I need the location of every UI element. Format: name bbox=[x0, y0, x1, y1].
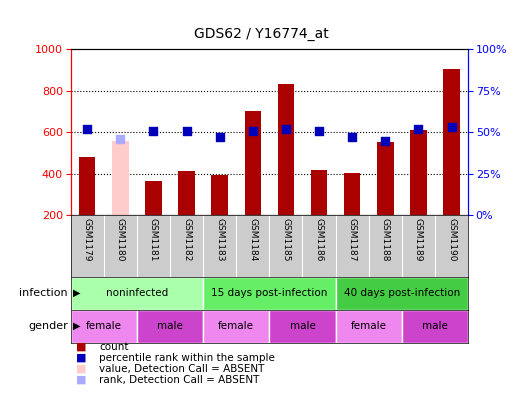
Text: infection: infection bbox=[19, 288, 68, 298]
Text: percentile rank within the sample: percentile rank within the sample bbox=[99, 352, 275, 363]
Point bbox=[83, 126, 92, 132]
Point bbox=[215, 134, 224, 141]
Text: ▶: ▶ bbox=[73, 321, 81, 331]
Text: GSM1183: GSM1183 bbox=[215, 219, 224, 262]
Text: GSM1186: GSM1186 bbox=[314, 219, 324, 262]
Point bbox=[149, 128, 157, 134]
Text: female: female bbox=[218, 321, 254, 331]
Text: ■: ■ bbox=[76, 352, 86, 363]
Point bbox=[414, 126, 423, 132]
Bar bbox=[377, 142, 393, 215]
Bar bbox=[311, 169, 327, 215]
Bar bbox=[112, 141, 129, 215]
Text: GSM1190: GSM1190 bbox=[447, 219, 456, 262]
Point bbox=[282, 126, 290, 132]
Text: ■: ■ bbox=[76, 341, 86, 352]
Point bbox=[447, 124, 456, 130]
Point bbox=[248, 128, 257, 134]
Text: male: male bbox=[157, 321, 183, 331]
Text: female: female bbox=[351, 321, 386, 331]
Bar bbox=[402, 310, 468, 343]
Text: 15 days post-infection: 15 days post-infection bbox=[211, 288, 327, 298]
Bar bbox=[178, 171, 195, 215]
Point bbox=[116, 136, 124, 142]
Text: GSM1189: GSM1189 bbox=[414, 219, 423, 262]
Bar bbox=[203, 277, 336, 310]
Text: GSM1180: GSM1180 bbox=[116, 219, 125, 262]
Text: GSM1182: GSM1182 bbox=[182, 219, 191, 262]
Bar bbox=[336, 277, 468, 310]
Bar bbox=[145, 181, 162, 215]
Text: ■: ■ bbox=[76, 364, 86, 374]
Point bbox=[381, 137, 390, 144]
Point bbox=[183, 128, 191, 134]
Text: 40 days post-infection: 40 days post-infection bbox=[344, 288, 460, 298]
Text: GSM1185: GSM1185 bbox=[281, 219, 290, 262]
Bar bbox=[344, 173, 360, 215]
Text: ▶: ▶ bbox=[73, 288, 81, 298]
Point bbox=[348, 134, 356, 141]
Bar bbox=[269, 310, 336, 343]
Bar bbox=[444, 69, 460, 215]
Text: GSM1179: GSM1179 bbox=[83, 219, 92, 262]
Bar bbox=[137, 310, 203, 343]
Bar bbox=[203, 310, 269, 343]
Text: male: male bbox=[290, 321, 315, 331]
Text: value, Detection Call = ABSENT: value, Detection Call = ABSENT bbox=[99, 364, 265, 374]
Bar bbox=[79, 157, 95, 215]
Text: GSM1181: GSM1181 bbox=[149, 219, 158, 262]
Text: gender: gender bbox=[28, 321, 68, 331]
Point bbox=[315, 128, 323, 134]
Text: female: female bbox=[86, 321, 122, 331]
Bar bbox=[211, 175, 228, 215]
Text: male: male bbox=[422, 321, 448, 331]
Text: rank, Detection Call = ABSENT: rank, Detection Call = ABSENT bbox=[99, 375, 260, 385]
Text: GSM1188: GSM1188 bbox=[381, 219, 390, 262]
Text: noninfected: noninfected bbox=[106, 288, 168, 298]
Text: GSM1187: GSM1187 bbox=[348, 219, 357, 262]
Text: GSM1184: GSM1184 bbox=[248, 219, 257, 262]
Text: ■: ■ bbox=[76, 375, 86, 385]
Bar bbox=[244, 111, 261, 215]
Bar bbox=[71, 277, 203, 310]
Bar bbox=[410, 130, 427, 215]
Bar bbox=[278, 84, 294, 215]
Text: GDS62 / Y16774_at: GDS62 / Y16774_at bbox=[194, 27, 329, 41]
Bar bbox=[336, 310, 402, 343]
Text: count: count bbox=[99, 341, 129, 352]
Bar bbox=[71, 310, 137, 343]
